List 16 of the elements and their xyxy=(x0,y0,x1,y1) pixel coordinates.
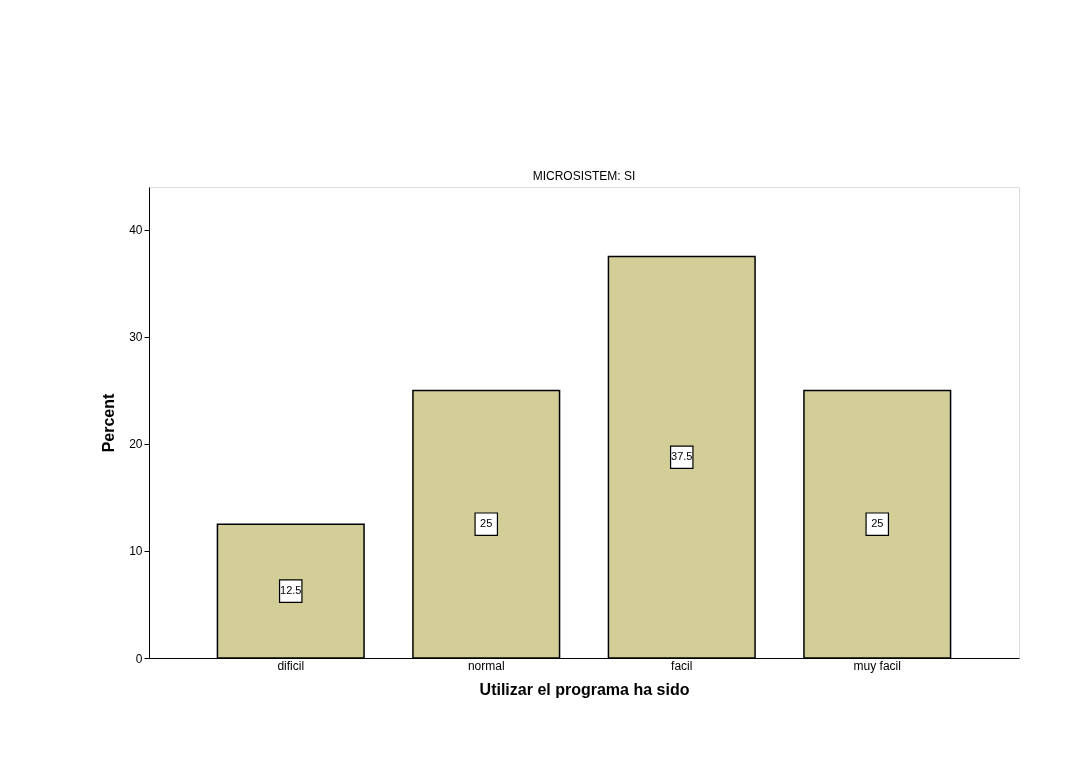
y-tick-label: 30 xyxy=(129,330,143,345)
y-tick-label: 10 xyxy=(129,544,143,559)
data-label: 12.5 xyxy=(280,584,302,597)
y-axis-title: Percent xyxy=(100,392,118,453)
x-tick-label: normal xyxy=(467,658,505,673)
chart-title: MICROSISTEM: SI xyxy=(532,169,636,183)
y-tick-label: 0 xyxy=(135,651,143,666)
y-tick-label: 20 xyxy=(129,437,143,452)
x-tick-label: muy facil xyxy=(853,658,901,673)
data-label: 37.5 xyxy=(671,450,693,463)
y-tick-label: 40 xyxy=(129,223,143,238)
x-axis-title: Utilizar el programa ha sido xyxy=(479,680,690,698)
data-label: 25 xyxy=(480,517,493,530)
x-tick-label: dificil xyxy=(277,658,305,673)
x-tick-label: facil xyxy=(671,658,693,673)
data-label: 25 xyxy=(871,517,884,530)
